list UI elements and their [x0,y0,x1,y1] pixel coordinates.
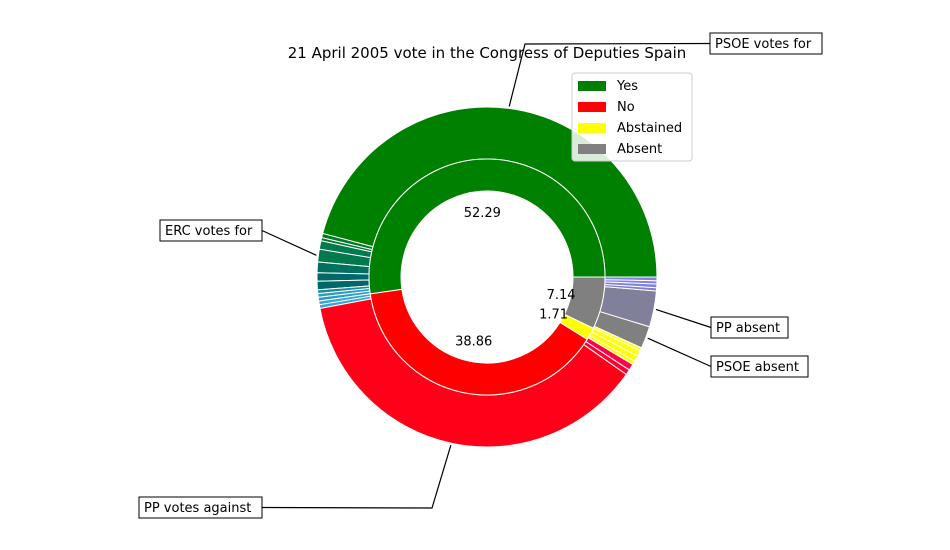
legend-item-absent: Absent [578,142,662,157]
annotation-label: PSOE votes for [715,37,812,52]
pct-label-absent: 7.14 [547,288,576,303]
inner-ring [368,158,606,396]
annotation-erc-votes-for: ERC votes for [159,219,317,256]
annotation-pp-absent: PP absent [655,308,789,339]
percentage-labels: 52.29 38.86 1.71 7.14 [455,206,575,349]
legend-item-no: No [578,100,635,115]
annotation-label: PSOE absent [716,360,799,375]
annotation-psoe-votes-for: PSOE votes for [508,32,823,107]
annotations: PSOE votes for ERC votes for PP votes agai… [138,32,823,519]
legend: Yes No Abstained Absent [571,72,693,162]
legend-swatch [578,102,606,112]
pct-label-yes: 52.29 [464,206,501,221]
legend-swatch [578,144,606,154]
legend-swatch [578,81,606,91]
chart-title: 21 April 2005 vote in the Congress of De… [288,44,687,62]
pct-label-no: 38.86 [455,335,492,350]
inner-slice-0 [368,158,606,295]
annotation-label: ERC votes for [165,224,253,239]
annotation-label: PP votes against [144,501,251,516]
legend-swatch [578,123,606,133]
legend-label: Absent [617,142,662,157]
legend-label: No [617,100,635,115]
outer-slice-25 [604,276,658,282]
legend-label: Abstained [617,121,682,136]
annotation-label: PP absent [716,321,780,336]
annotation-psoe-absent: PSOE absent [647,337,809,378]
pct-label-abstained: 1.71 [539,308,568,323]
annotation-pp-votes-against: PP votes against [138,444,452,519]
inner-slice-3 [563,276,606,329]
legend-label: Yes [616,79,638,94]
legend-item-abstained: Abstained [578,121,682,136]
legend-item-yes: Yes [578,79,638,94]
